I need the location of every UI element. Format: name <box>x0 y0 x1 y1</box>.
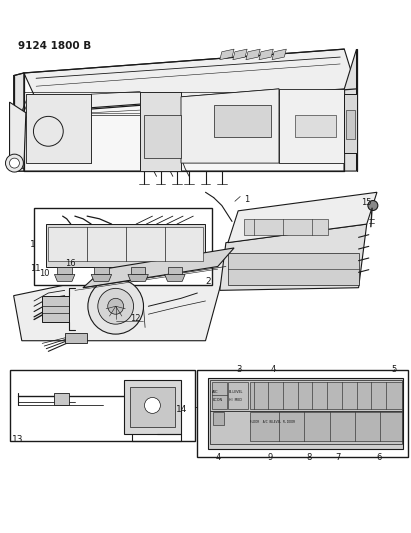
Polygon shape <box>83 248 234 288</box>
Bar <box>9 370 195 441</box>
Text: 9124 1800 B: 9124 1800 B <box>18 41 91 51</box>
Polygon shape <box>279 89 344 163</box>
Circle shape <box>9 158 19 168</box>
Polygon shape <box>131 266 145 274</box>
Bar <box>244 219 328 235</box>
Bar <box>130 387 175 426</box>
Text: 7: 7 <box>335 453 341 462</box>
Text: 1: 1 <box>30 240 36 249</box>
Text: 14: 14 <box>176 406 187 415</box>
Text: 2: 2 <box>206 277 211 286</box>
Text: 8: 8 <box>307 453 312 462</box>
Text: FLOOR    A/C  BILEVEL  FL DOOR: FLOOR A/C BILEVEL FL DOOR <box>250 420 296 424</box>
Text: 1: 1 <box>244 195 249 204</box>
Text: 12: 12 <box>130 314 141 323</box>
Bar <box>124 381 181 433</box>
Text: ECON: ECON <box>212 398 223 402</box>
Polygon shape <box>9 102 26 168</box>
Text: 6: 6 <box>376 453 381 462</box>
Bar <box>296 115 336 136</box>
Bar <box>228 382 248 409</box>
Polygon shape <box>140 92 181 171</box>
Bar <box>197 370 408 457</box>
Text: 3: 3 <box>236 365 242 374</box>
Polygon shape <box>272 49 286 60</box>
Polygon shape <box>344 49 356 171</box>
Polygon shape <box>220 224 367 290</box>
Text: 13: 13 <box>12 435 23 444</box>
Polygon shape <box>55 274 75 281</box>
Polygon shape <box>128 274 148 281</box>
Bar <box>42 296 69 322</box>
Bar <box>249 413 402 441</box>
Bar <box>344 94 356 152</box>
Text: 15: 15 <box>360 198 371 207</box>
Bar <box>65 333 87 343</box>
Polygon shape <box>94 266 109 274</box>
Text: BI-LEVEL: BI-LEVEL <box>229 390 243 394</box>
Polygon shape <box>165 274 185 281</box>
Circle shape <box>368 200 378 211</box>
Polygon shape <box>168 266 182 274</box>
Bar <box>210 411 402 444</box>
Text: 10: 10 <box>39 269 49 278</box>
Bar <box>346 110 355 139</box>
Polygon shape <box>246 49 260 60</box>
Polygon shape <box>144 115 181 158</box>
Bar <box>249 382 402 409</box>
Circle shape <box>5 154 23 172</box>
Bar <box>228 253 358 285</box>
Text: HI  MED: HI MED <box>229 398 242 402</box>
Polygon shape <box>14 73 24 171</box>
Polygon shape <box>181 89 279 163</box>
Text: 11: 11 <box>30 264 40 273</box>
Polygon shape <box>259 49 273 60</box>
Polygon shape <box>14 251 230 341</box>
Circle shape <box>145 398 160 414</box>
Text: 9: 9 <box>268 453 273 462</box>
Polygon shape <box>228 192 377 243</box>
Polygon shape <box>233 49 247 60</box>
Bar <box>214 105 271 136</box>
Polygon shape <box>220 49 234 60</box>
Bar <box>55 393 69 406</box>
Text: 16: 16 <box>65 259 75 268</box>
Circle shape <box>98 288 134 324</box>
Polygon shape <box>57 266 72 274</box>
Bar <box>34 208 212 285</box>
Polygon shape <box>24 49 356 113</box>
Circle shape <box>108 298 124 314</box>
Polygon shape <box>24 89 344 171</box>
Text: A/C: A/C <box>212 390 219 394</box>
Text: 4: 4 <box>216 453 221 462</box>
Text: 5: 5 <box>391 365 397 374</box>
Bar <box>212 382 227 409</box>
Circle shape <box>88 278 143 334</box>
Text: 4: 4 <box>271 365 276 374</box>
Bar <box>213 413 224 424</box>
Polygon shape <box>91 274 112 281</box>
Bar <box>48 227 203 261</box>
Bar <box>46 224 206 266</box>
Polygon shape <box>26 94 91 163</box>
Bar <box>210 381 402 411</box>
Bar <box>208 378 404 449</box>
